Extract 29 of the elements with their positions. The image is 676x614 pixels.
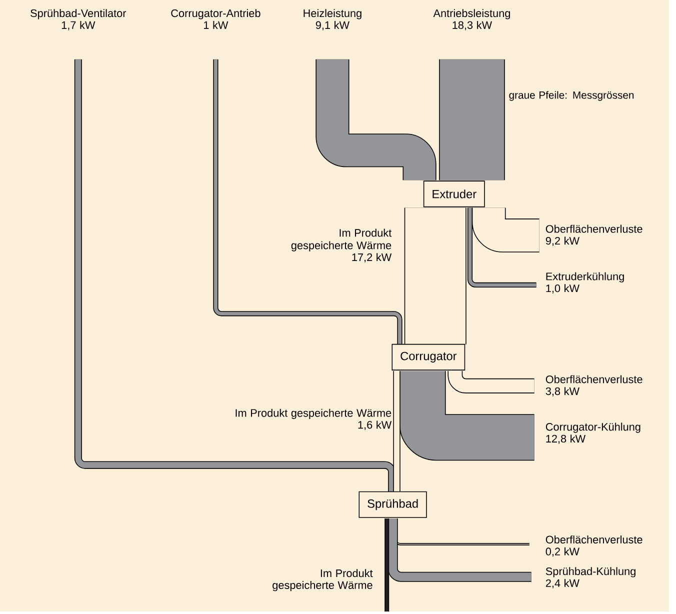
category-label: Oberflächenverluste xyxy=(546,224,642,233)
category-label: Im Produkt gespeicherte Wärme xyxy=(291,228,392,252)
data-label: 1,6 kW xyxy=(358,420,392,430)
category-label: Sprühbad-Ventilator xyxy=(30,9,126,20)
data-label: 9,1 kW xyxy=(316,21,350,30)
data-label: 1 kW xyxy=(204,21,228,29)
category-label: Antriebsleistung xyxy=(433,9,510,20)
text: Sprühbad xyxy=(368,499,418,510)
category-label: Sprühbad-Kühlung xyxy=(546,567,636,578)
category-label: Extruderkühlung xyxy=(546,272,624,283)
data-label: 1,7 kW xyxy=(62,21,96,30)
category-label: Im Produkt gespeicherte Wärme xyxy=(236,408,392,420)
data-label: 9,2 kW xyxy=(546,236,580,246)
data-label: 12,8 kW xyxy=(546,434,586,444)
category-label: Corrugator-Antrieb xyxy=(171,9,260,20)
data-label: 2,4 kW xyxy=(546,579,580,588)
text: Extruder xyxy=(432,190,476,198)
category-label: Im Produkt gespeicherte Wärme xyxy=(272,569,373,592)
data-label: 0,2 kW xyxy=(546,547,580,557)
category-label: Oberflächenverluste xyxy=(546,375,642,384)
category-label: Heizleistung xyxy=(304,9,362,20)
category-label: Oberflächenverluste xyxy=(546,536,642,544)
data-label: 1,0 kW xyxy=(546,284,580,294)
text: graue Pfeile: Messgrössen xyxy=(509,91,634,101)
category-label: Corrugator-Kühlung xyxy=(546,422,640,433)
data-label: 17,2 kW xyxy=(352,253,392,263)
text: Corrugator xyxy=(400,352,457,363)
data-label: 3,8 kW xyxy=(546,387,580,396)
data-label: 18,3 kW xyxy=(452,21,492,30)
